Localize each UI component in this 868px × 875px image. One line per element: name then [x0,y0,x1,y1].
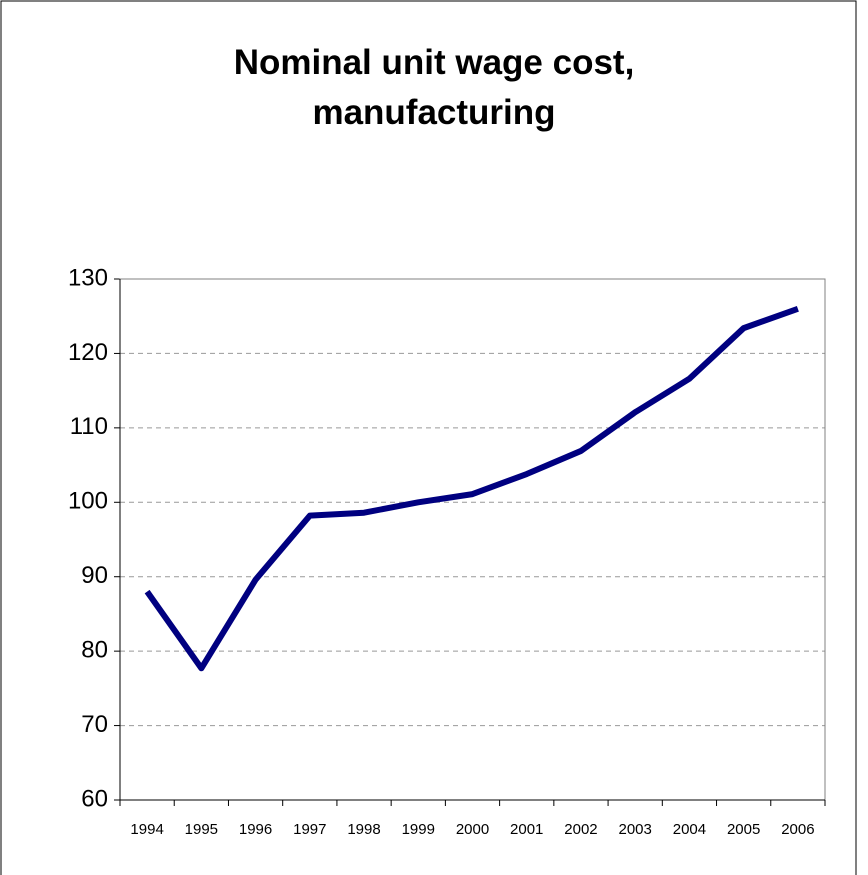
x-tick-label: 2002 [564,821,597,838]
y-tick-label: 70 [81,711,108,738]
y-tick-label: 110 [70,413,108,440]
y-tick-label: 60 [81,785,108,812]
x-tick-label: 2005 [727,821,760,838]
x-tick-label: 1999 [402,821,435,838]
y-tick-label: 100 [68,488,108,515]
chart-title: Nominal unit wage cost, manufacturing [233,43,635,132]
y-tick-label: 90 [81,562,108,589]
x-tick-label: 2001 [510,821,543,838]
y-tick-label: 80 [81,636,108,663]
x-tick-label: 2006 [781,821,814,838]
y-tick-label: 120 [68,339,108,366]
x-tick-label: 1997 [293,821,326,838]
plot-area [119,278,826,801]
x-tick-label: 1995 [185,821,218,838]
x-tick-label: 1996 [239,821,272,838]
x-tick-label: 2003 [619,821,652,838]
x-tick-label: 1998 [347,821,380,838]
x-tick-label: 1994 [130,821,163,838]
y-tick-label: 130 [68,264,108,291]
x-tick-label: 2004 [673,821,706,838]
line-series [144,305,799,672]
x-tick-label: 2000 [456,821,489,838]
